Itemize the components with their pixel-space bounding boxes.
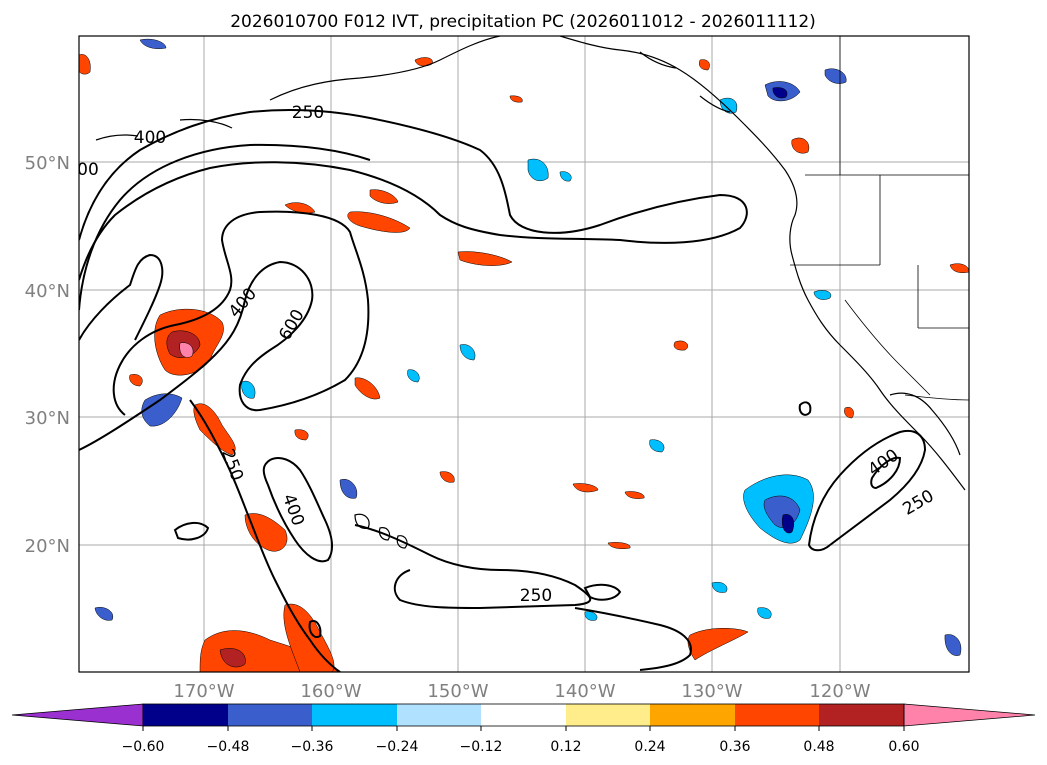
colorbar-tick-label: −0.12 bbox=[460, 739, 503, 755]
lat-label: 50°N bbox=[25, 153, 70, 174]
colorbar-segment bbox=[143, 704, 228, 726]
colorbar-segment bbox=[566, 704, 650, 726]
lon-label: 140°W bbox=[554, 681, 615, 702]
colorbar-tick-label: 0.24 bbox=[634, 739, 665, 755]
colorbar-tick-label: −0.48 bbox=[207, 739, 250, 755]
lat-axis: 50°N 40°N 30°N 20°N bbox=[25, 153, 70, 557]
colorbar-extend-high bbox=[903, 703, 1036, 727]
colorbar: −0.60 −0.48 −0.36 −0.24 −0.12 0.12 0.24 … bbox=[11, 703, 1036, 755]
coastlines bbox=[95, 36, 966, 549]
colorbar-segment bbox=[397, 704, 481, 726]
lat-label: 30°N bbox=[25, 408, 70, 429]
contour-label: 00 bbox=[77, 160, 99, 180]
colorbar-segment bbox=[481, 704, 566, 726]
colorbar-tick-label: 0.60 bbox=[888, 739, 919, 755]
colorbar-extend-low bbox=[11, 703, 144, 727]
lon-label: 170°W bbox=[173, 681, 234, 702]
precip-negative bbox=[94, 38, 962, 656]
colorbar-tick-label: −0.24 bbox=[376, 739, 419, 755]
colorbar-tick-label: 0.36 bbox=[719, 739, 750, 755]
ivt-contours bbox=[79, 109, 927, 672]
lon-axis: 170°W 160°W 150°W 140°W 130°W 120°W bbox=[173, 681, 870, 702]
lon-label: 160°W bbox=[300, 681, 361, 702]
map-frame bbox=[78, 35, 970, 673]
contour-label: 400 bbox=[134, 128, 166, 148]
lon-label: 120°W bbox=[809, 681, 870, 702]
contour-label: 250 bbox=[520, 586, 552, 606]
map-title: 2026010700 F012 IVT, precipitation PC (2… bbox=[230, 12, 816, 32]
colorbar-segment bbox=[312, 704, 397, 726]
colorbar-tick-label: −0.36 bbox=[291, 739, 334, 755]
contour-label: 250 bbox=[292, 103, 324, 123]
colorbar-segment bbox=[735, 704, 819, 726]
colorbar-tick-label: −0.60 bbox=[122, 739, 165, 755]
lat-label: 40°N bbox=[25, 281, 70, 302]
lon-label: 130°W bbox=[681, 681, 742, 702]
colorbar-tick-label: 0.48 bbox=[803, 739, 834, 755]
lon-label: 150°W bbox=[427, 681, 488, 702]
colorbar-tick-label: 0.12 bbox=[550, 739, 581, 755]
lat-label: 20°N bbox=[25, 536, 70, 557]
colorbar-segment bbox=[228, 704, 312, 726]
map-area bbox=[79, 36, 969, 672]
borders bbox=[790, 36, 969, 401]
colorbar-segment bbox=[819, 704, 904, 726]
colorbar-segment bbox=[650, 704, 735, 726]
